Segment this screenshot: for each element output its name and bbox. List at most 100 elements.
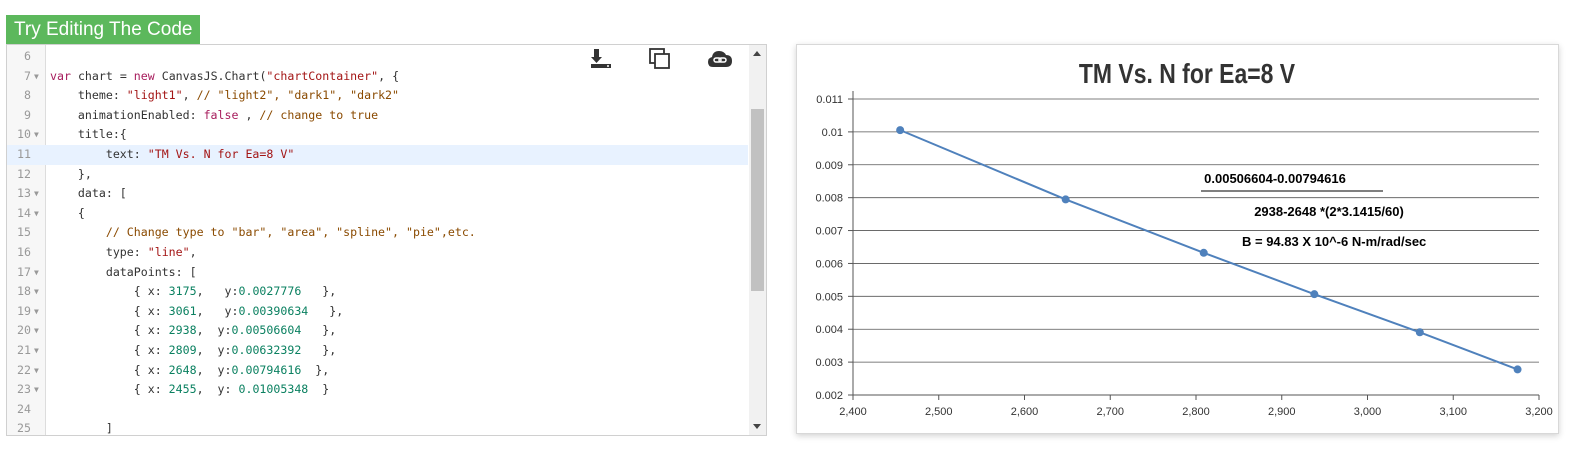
code-line[interactable]: 14 ▼ { <box>7 204 748 224</box>
code-token: 3175 <box>168 284 197 299</box>
fold-toggle-icon[interactable]: ▼ <box>34 385 39 395</box>
code-line[interactable]: 17 ▼ dataPoints: [ <box>7 263 748 283</box>
code-token: }, <box>301 343 337 357</box>
line-number: 19 <box>17 303 31 318</box>
code-line[interactable]: 25 ] <box>7 419 748 436</box>
code-token: } <box>308 382 330 397</box>
code-token: // change to true <box>259 107 379 122</box>
line-number: 17 <box>17 264 31 279</box>
y-tick-label: 0.01 <box>822 127 843 139</box>
code-line[interactable]: 6 <box>7 47 748 67</box>
fold-toggle-icon[interactable]: ▼ <box>34 71 39 81</box>
try-editing-badge: Try Editing The Code <box>6 15 201 44</box>
line-number: 24 <box>17 401 31 416</box>
download-icon[interactable] <box>589 47 613 71</box>
code-editor[interactable]: 6 7 ▼ var chart = new CanvasJS.Chart("chart… <box>6 44 767 436</box>
code-line[interactable]: 8 theme: "light1", // "light2", "dark1",… <box>7 86 748 106</box>
line-number: 8 <box>24 88 31 103</box>
x-tick-label: 2,600 <box>1011 406 1039 418</box>
copy-icon[interactable] <box>648 47 672 71</box>
code-token: { x: <box>50 382 169 397</box>
line-chart: TM Vs. N for Ea=8 V0.0020.0030.0040.0050… <box>815 59 1553 418</box>
code-line[interactable]: 13 ▼ data: [ <box>7 184 748 204</box>
code-line[interactable]: 19 ▼ { x: 3061, y:0.00390634 }, <box>7 302 748 322</box>
code-text: { <box>50 204 85 224</box>
code-line[interactable]: 21 ▼ { x: 2809, y:0.00632392 }, <box>7 341 748 361</box>
code-token: }, <box>301 284 337 299</box>
code-line[interactable]: 15 // Change type to "bar", "area", "spl… <box>7 223 748 243</box>
code-text: text: "TM Vs. N for Ea=8 V" <box>50 145 295 165</box>
data-point <box>896 126 905 135</box>
y-tick-label: 0.008 <box>815 193 843 205</box>
code-line[interactable]: 22 ▼ { x: 2648, y:0.00794616 }, <box>7 361 748 381</box>
code-text: // Change type to "bar", "area", "spline… <box>50 223 476 243</box>
y-tick-label: 0.006 <box>815 258 843 270</box>
code-token: { x: <box>50 323 169 338</box>
code-token: , <box>245 107 260 122</box>
line-number: 10 <box>17 127 31 142</box>
line-number: 13 <box>17 186 31 201</box>
code-token: 0.0027776 <box>238 284 302 299</box>
code-token: data: [ <box>50 186 127 201</box>
code-line[interactable]: 20 ▼ { x: 2938, y:0.00506604 }, <box>7 321 748 341</box>
y-tick-label: 0.011 <box>816 94 843 106</box>
code-token: 2648 <box>168 362 197 377</box>
code-text: theme: "light1", // "light2", "dark1", "… <box>50 86 399 106</box>
fold-toggle-icon[interactable]: ▼ <box>34 130 39 140</box>
code-token: // "light2", "dark1", "dark2" <box>196 88 400 103</box>
annotation-denominator: 2938-2648 *(2*3.1415/60) <box>1254 204 1404 219</box>
code-token: , y: <box>196 303 239 318</box>
data-point <box>1415 328 1424 337</box>
code-line[interactable]: 12 }, <box>7 165 748 185</box>
fold-toggle-icon[interactable]: ▼ <box>34 326 39 336</box>
x-tick-label: 3,000 <box>1354 406 1382 418</box>
code-line[interactable]: 7 ▼ var chart = new CanvasJS.Chart("chartC… <box>7 67 748 87</box>
code-token: theme: <box>50 88 127 103</box>
line-number: 11 <box>17 147 31 161</box>
code-token: "line" <box>147 245 190 259</box>
line-number: 18 <box>17 284 31 299</box>
code-line[interactable]: 24 <box>7 400 748 420</box>
code-line[interactable]: 16 type: "line", <box>7 243 748 263</box>
code-line[interactable]: 10 ▼ title:{ <box>7 125 748 145</box>
annotation-numerator: 0.00506604-0.00794616 <box>1204 171 1346 186</box>
scroll-up-arrow-icon[interactable] <box>753 51 761 56</box>
code-token: chart = <box>77 68 134 83</box>
code-token: { x: <box>50 284 169 299</box>
fold-toggle-icon[interactable]: ▼ <box>34 365 39 375</box>
fold-toggle-icon[interactable]: ▼ <box>34 306 39 316</box>
code-token: type: <box>50 245 148 259</box>
series-line <box>899 129 1518 371</box>
code-token: ] <box>50 421 113 436</box>
code-line[interactable]: 23 ▼ { x: 2455, y: 0.01005348 } <box>7 380 748 400</box>
fold-toggle-icon[interactable]: ▼ <box>34 208 39 218</box>
code-token: dataPoints: [ <box>50 264 197 279</box>
scroll-down-arrow-icon[interactable] <box>753 424 761 429</box>
editor-scrollbar[interactable] <box>749 45 766 435</box>
code-token: 0.00632392 <box>231 343 302 357</box>
fold-toggle-icon[interactable]: ▼ <box>34 287 39 297</box>
fold-toggle-icon[interactable]: ▼ <box>34 189 39 199</box>
line-number: 6 <box>24 49 31 63</box>
code-token: 2809 <box>168 343 197 357</box>
scroll-thumb[interactable] <box>751 109 764 291</box>
code-line[interactable]: 9 animationEnabled: false , // change to… <box>7 106 748 126</box>
cloud-link-icon[interactable] <box>707 47 732 71</box>
code-line[interactable]: 18 ▼ { x: 3175, y:0.0027776 }, <box>7 282 748 302</box>
y-tick-label: 0.002 <box>815 390 843 402</box>
code-text: { x: 2648, y:0.00794616 }, <box>50 361 329 381</box>
line-number: 9 <box>24 107 31 122</box>
y-tick-label: 0.007 <box>815 226 843 238</box>
x-tick-label: 2,900 <box>1268 406 1296 418</box>
code-line[interactable]: 11 text: "TM Vs. N for Ea=8 V" <box>7 145 748 165</box>
y-tick-label: 0.009 <box>815 160 843 172</box>
fold-toggle-icon[interactable]: ▼ <box>34 267 39 277</box>
code-token: "chartContainer" <box>266 68 379 83</box>
code-text: { x: 2809, y:0.00632392 }, <box>50 341 336 361</box>
fold-toggle-icon[interactable]: ▼ <box>34 346 39 355</box>
code-token: animationEnabled: <box>50 107 204 122</box>
code-token: 0.00506604 <box>231 323 302 338</box>
y-tick-label: 0.003 <box>815 357 843 369</box>
x-tick-label: 3,200 <box>1525 406 1553 418</box>
code-text: type: "line", <box>50 243 197 263</box>
